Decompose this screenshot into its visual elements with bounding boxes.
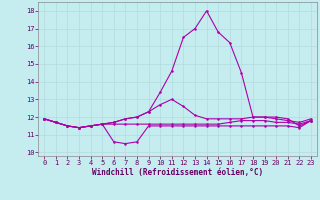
X-axis label: Windchill (Refroidissement éolien,°C): Windchill (Refroidissement éolien,°C): [92, 168, 263, 177]
